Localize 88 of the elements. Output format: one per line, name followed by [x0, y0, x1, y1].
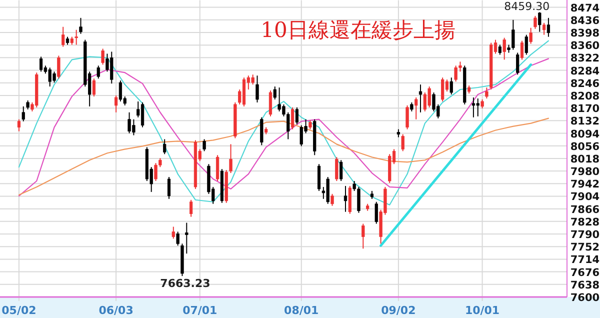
y-tick-label: 7904	[570, 191, 600, 204]
y-tick-label: 8056	[570, 140, 600, 153]
candlestick	[330, 193, 334, 206]
candlestick	[546, 17, 550, 38]
candlestick	[401, 134, 404, 152]
y-tick-label: 7942	[570, 178, 600, 191]
y-tick-label: 8322	[570, 52, 600, 65]
candlestick	[256, 75, 259, 103]
y-tick-label: 8132	[570, 116, 600, 128]
y-tick-label: 8018	[570, 153, 600, 166]
candlestick	[348, 185, 352, 214]
candlestick	[22, 106, 25, 122]
candlestick	[229, 144, 232, 174]
y-tick-label: 7980	[570, 166, 600, 178]
candlestick	[374, 201, 378, 224]
candlestick	[92, 78, 96, 97]
candlestick	[485, 87, 488, 99]
candlestick	[163, 138, 166, 155]
y-tick-label: 7790	[570, 229, 600, 242]
candlestick	[140, 102, 144, 128]
candlestick	[498, 44, 502, 56]
candlestick	[502, 37, 506, 60]
x-tick-label: 05/02	[2, 304, 36, 317]
candlestick	[118, 80, 122, 102]
candlestick	[538, 12, 542, 32]
y-tick-label: 8284	[570, 65, 600, 78]
candlestick	[17, 118, 21, 132]
candlestick	[362, 223, 365, 250]
candlestick	[542, 22, 546, 36]
candlestick	[96, 65, 100, 80]
candlestick	[167, 176, 171, 200]
candlestick	[414, 96, 418, 120]
candlestick	[101, 48, 104, 66]
candlestick	[520, 40, 524, 60]
candlestick	[418, 84, 422, 113]
candlestick	[290, 106, 294, 130]
candlestick	[516, 52, 520, 76]
candlestick	[172, 226, 175, 240]
candlestick	[176, 231, 180, 246]
candlestick	[406, 104, 409, 130]
annotation: 8459.30	[504, 0, 550, 13]
y-tick-label: 8094	[570, 128, 600, 140]
y-tick-label: 8170	[570, 103, 600, 116]
y-tick-label: 8360	[570, 40, 600, 52]
candlestick	[295, 106, 299, 125]
y-tick-label: 7600	[570, 292, 600, 304]
x-tick-label: 07/01	[182, 304, 218, 317]
candlestick	[260, 116, 264, 146]
candlestick	[202, 138, 206, 152]
candlestick	[317, 164, 321, 192]
candlestick	[185, 222, 188, 254]
annotation: 7663.23	[160, 277, 210, 290]
y-tick-label: 7828	[570, 216, 600, 228]
y-tick-label: 7638	[570, 279, 600, 292]
y-tick-label: 8398	[570, 27, 600, 40]
y-tick-label: 8208	[570, 90, 600, 102]
x-tick-label: 08/01	[284, 304, 319, 317]
candlestick	[39, 56, 43, 72]
candlestick	[268, 90, 272, 117]
candlestick	[79, 17, 82, 34]
candlestick	[472, 96, 476, 118]
candlestick	[534, 15, 537, 30]
x-tick-label: 10/01	[464, 304, 500, 317]
y-tick-label: 7752	[570, 242, 600, 254]
candlestick	[441, 77, 444, 102]
y-tick-label: 7714	[570, 254, 600, 266]
candlestick	[340, 160, 343, 182]
y-tick-label: 8436	[570, 14, 600, 27]
candlestick	[57, 55, 60, 80]
y-tick-label: 8246	[570, 78, 600, 90]
x-tick-label: 06/03	[98, 304, 134, 317]
candlestick	[273, 86, 276, 100]
candlestick	[189, 199, 193, 218]
candlestick	[529, 27, 532, 44]
y-tick-label: 8474	[570, 2, 600, 14]
y-tick-label: 7676	[570, 266, 600, 279]
y-tick-label: 7866	[570, 204, 600, 216]
candlestick	[476, 98, 480, 117]
candlestick	[335, 156, 338, 182]
candlestick	[62, 26, 65, 48]
text: 10日線還在緩步上揚	[260, 18, 456, 42]
candlestick	[216, 154, 220, 182]
candlestick	[450, 77, 453, 95]
candlestick	[74, 29, 78, 46]
candlestick	[114, 94, 118, 113]
candlestick	[344, 185, 348, 212]
candlestick	[524, 34, 528, 56]
x-tick-label: 09/02	[381, 304, 416, 317]
